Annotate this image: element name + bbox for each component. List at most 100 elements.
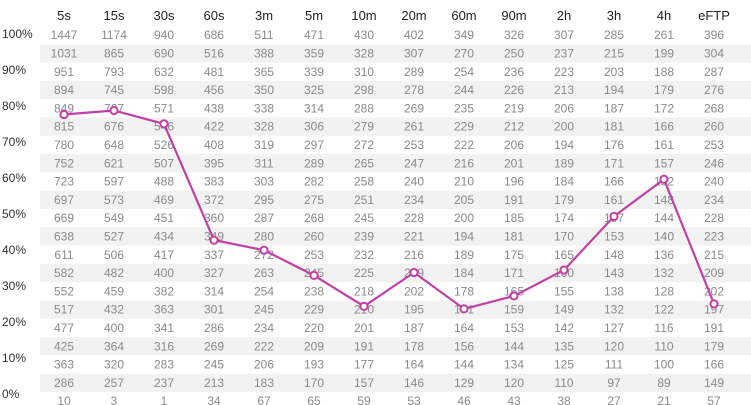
table-cell: 38 (557, 394, 571, 405)
row-band (40, 80, 751, 100)
table-cell: 268 (304, 211, 324, 225)
table-cell: 234 (254, 321, 274, 335)
table-cell: 417 (154, 248, 174, 262)
table-cell: 216 (454, 156, 474, 170)
table-cell: 793 (104, 65, 124, 79)
table-cell: 200 (554, 120, 574, 134)
table-cell: 400 (154, 266, 174, 280)
y-tick-label: 40% (2, 243, 26, 257)
table-cell: 153 (504, 321, 524, 335)
table-cell: 122 (654, 303, 674, 317)
column-header: eFTP (698, 8, 730, 23)
table-cell: 275 (304, 193, 324, 207)
table-cell: 179 (554, 193, 574, 207)
table-cell: 471 (304, 28, 324, 42)
table-cell: 526 (154, 138, 174, 152)
table-cell: 170 (304, 376, 324, 390)
table-cell: 328 (354, 47, 374, 61)
table-cell: 202 (404, 284, 424, 298)
table-cell: 143 (604, 266, 624, 280)
table-cell: 235 (454, 101, 474, 115)
table-cell: 263 (254, 266, 274, 280)
data-point (409, 267, 419, 278)
table-cell: 202 (704, 284, 724, 298)
column-header: 3m (255, 8, 273, 23)
table-cell: 129 (454, 376, 474, 390)
table-cell: 157 (354, 376, 374, 390)
table-cell: 402 (404, 28, 424, 42)
table-cell: 253 (404, 138, 424, 152)
table-cell: 110 (654, 339, 673, 353)
table-cell: 326 (504, 28, 524, 42)
table-cell: 132 (654, 266, 674, 280)
y-tick-label: 80% (2, 99, 26, 113)
table-cell: 97 (607, 376, 621, 390)
table-cell: 287 (254, 211, 274, 225)
column-header: 5s (57, 8, 71, 23)
table-cell: 200 (454, 211, 474, 225)
table-cell: 257 (104, 376, 124, 390)
table-cell: 120 (504, 376, 524, 390)
series-line (63, 109, 716, 310)
table-cell: 283 (154, 358, 174, 372)
table-cell: 219 (504, 101, 524, 115)
data-point (709, 299, 719, 309)
table-cell: 289 (304, 156, 324, 170)
table-cell: 310 (354, 65, 374, 79)
table-cell: 195 (404, 303, 424, 317)
table-cell: 288 (354, 101, 374, 115)
table-cell: 216 (404, 248, 424, 262)
column-header: 15s (104, 8, 125, 23)
table-cell: 598 (154, 83, 174, 97)
table-cell: 382 (154, 284, 174, 298)
table-cell: 188 (654, 65, 674, 79)
table-cell: 295 (254, 193, 274, 207)
table-cell: 285 (604, 28, 624, 42)
table-cell: 234 (704, 193, 724, 207)
table-cell: 194 (454, 230, 474, 244)
column-header: 4h (657, 8, 671, 23)
table-cell: 269 (404, 101, 424, 115)
table-cell: 132 (604, 303, 624, 317)
table-cell: 320 (104, 358, 124, 372)
table-cell: 237 (154, 376, 174, 390)
table-cell: 178 (454, 284, 474, 298)
table-cell: 136 (654, 248, 674, 262)
table-cell: 159 (504, 303, 524, 317)
table-cell: 253 (304, 248, 324, 262)
table-cell: 365 (254, 65, 274, 79)
table-cell: 506 (104, 248, 124, 262)
table-cell: 57 (707, 394, 721, 405)
table-cell: 325 (304, 83, 324, 97)
data-point (259, 245, 269, 255)
row-bands (40, 44, 751, 392)
table-cell: 488 (154, 175, 174, 189)
table-cell: 161 (654, 138, 674, 152)
table-cell: 234 (404, 193, 424, 207)
table-cell: 194 (604, 83, 624, 97)
table-cell: 205 (454, 193, 474, 207)
table-cell: 27 (607, 394, 621, 405)
table-cell: 194 (554, 138, 574, 152)
table-cell: 240 (404, 175, 424, 189)
table-cell: 210 (454, 175, 474, 189)
table-cell: 184 (454, 266, 474, 280)
table-cell: 297 (304, 138, 324, 152)
table-cell: 306 (304, 120, 324, 134)
table-cell: 144 (654, 211, 674, 225)
row-band (40, 300, 751, 319)
table-cell: 477 (54, 321, 74, 335)
table-cell: 225 (354, 266, 374, 280)
table-cell: 221 (404, 230, 424, 244)
column-header: 3h (607, 8, 621, 23)
column-headers: 5s 15s 30s 60s 3m 5m 10m 20m 60m 90m 2h 3h 4h eFTP (57, 8, 730, 23)
table-cell: 597 (104, 175, 124, 189)
table-cell: 171 (504, 266, 524, 280)
row-band (40, 154, 751, 173)
table-cell: 245 (254, 303, 274, 317)
table-cell: 144 (454, 358, 474, 372)
table-cell: 183 (254, 376, 274, 390)
table-cell: 303 (254, 175, 274, 189)
table-cell: 222 (454, 138, 474, 152)
